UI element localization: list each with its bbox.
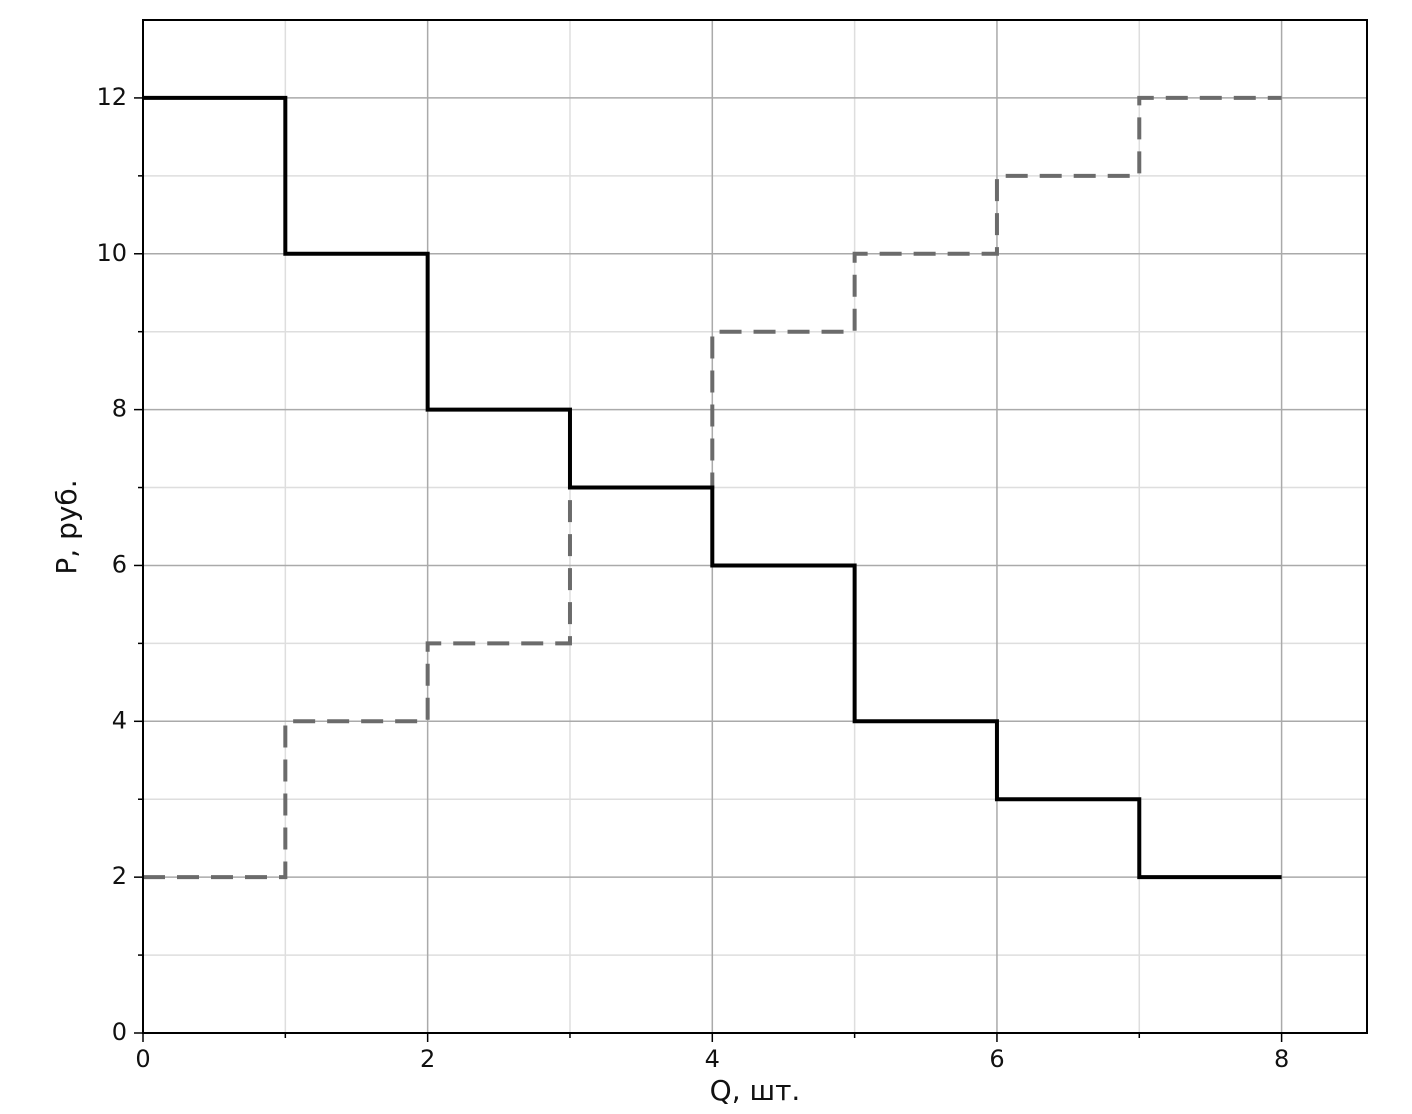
x-tick-label: 0 (135, 1045, 150, 1073)
x-axis-label: Q, шт. (710, 1074, 801, 1107)
y-tick-label: 10 (96, 239, 127, 267)
step-line (143, 95, 1282, 880)
y-tick-label: 12 (96, 83, 127, 111)
plot-frame (142, 19, 1368, 1034)
x-tick-label: 6 (989, 1045, 1004, 1073)
step-line (143, 95, 1282, 880)
y-tick-label: 2 (112, 862, 127, 890)
y-tick-label: 0 (112, 1018, 127, 1046)
y-tick-label: 6 (112, 550, 127, 578)
x-tick-label: 8 (1274, 1045, 1289, 1073)
x-tick-label: 4 (705, 1045, 720, 1073)
y-tick-label: 8 (112, 395, 127, 423)
y-tick-label: 4 (112, 706, 127, 734)
x-tick-label: 2 (420, 1045, 435, 1073)
y-axis-label: P, руб. (50, 479, 83, 574)
